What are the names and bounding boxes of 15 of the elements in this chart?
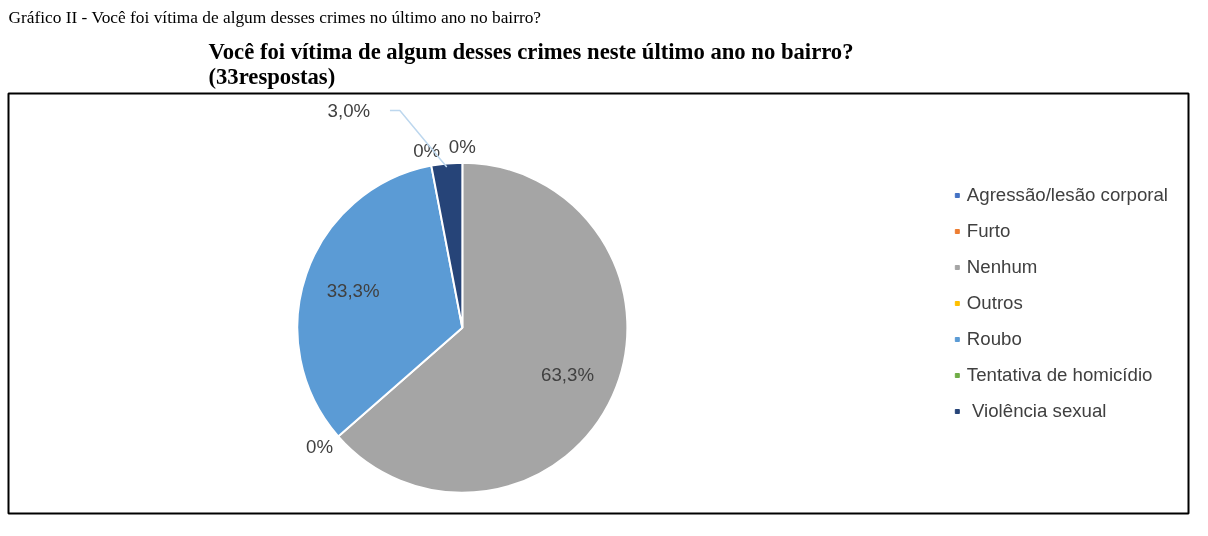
data-label: 33,3% (326, 280, 380, 302)
legend-label: Roubo (966, 328, 1022, 350)
legend-label: Furto (966, 220, 1011, 242)
text: 0% (413, 139, 441, 161)
text: 0% (306, 436, 334, 458)
legend-label: Agressão/lesão corporal (966, 184, 1168, 206)
chart-title: Você foi vítima de algum desses crimes neste último ano no bairro? (33respostas) (208, 38, 854, 89)
legend-label: Tentativa de homicídio (966, 364, 1153, 386)
text: Gráfico II - Você foi vítima de algum desses crimes no último ano no bairro? (8, 7, 542, 27)
text: 0% (448, 136, 476, 158)
legend-label: Violência sexual (971, 400, 1107, 422)
legend-label: Nenhum (966, 256, 1038, 278)
data-label: 63,3% (541, 363, 595, 385)
data-label: 3,0% (327, 99, 371, 121)
legend-label: Outros (966, 292, 1023, 314)
